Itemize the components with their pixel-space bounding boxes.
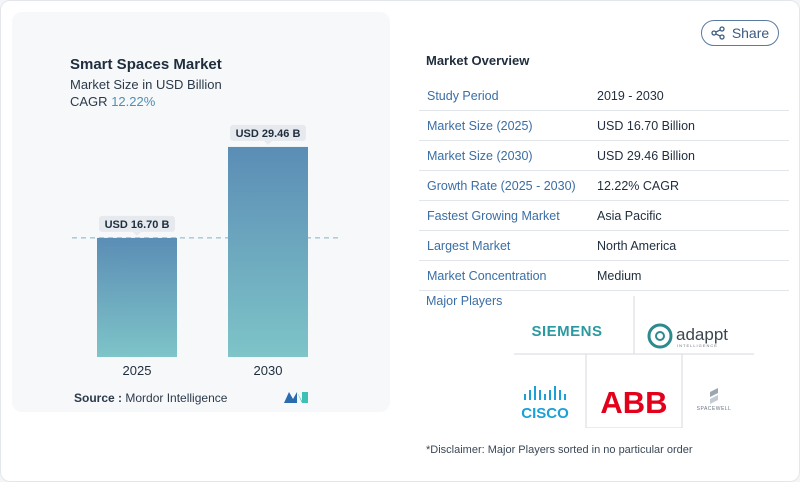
data-label-bg [230, 124, 306, 141]
cisco-logo-text: CISCO [521, 405, 569, 422]
cagr-value: 12.22% [111, 94, 156, 109]
source-line: Source : Mordor Intelligence [74, 391, 227, 405]
overview-label: Market Concentration [427, 268, 547, 283]
source-label: Source : [74, 391, 123, 405]
overview-value: 2019 - 2030 [597, 88, 664, 103]
data-label-pointer [264, 140, 272, 145]
overview-row: Market Size (2025) USD 16.70 Billion [419, 111, 789, 141]
overview-row: Study Period 2019 - 2030 [419, 81, 789, 111]
overview-label: Market Size (2030) [427, 148, 533, 163]
share-icon [711, 26, 725, 40]
overview-value: Asia Pacific [597, 208, 662, 223]
major-players-grid: SIEMENS adappt INTELLIGENCE CISCO ABB SP… [514, 296, 754, 428]
mordor-logo-icon [284, 392, 308, 403]
x-tick-label: 2025 [123, 363, 152, 378]
source-text: Mordor Intelligence [125, 391, 228, 405]
overview-label: Largest Market [427, 238, 511, 253]
overview-row: Growth Rate (2025 - 2030) 12.22% CAGR [419, 171, 789, 201]
bar-2025 [97, 237, 177, 357]
overview-row: Fastest Growing Market Asia Pacific [419, 201, 789, 231]
overview-label: Market Size (2025) [427, 118, 533, 133]
overview-row: Market Concentration Medium [419, 261, 789, 291]
overview-value: Medium [597, 268, 642, 283]
x-tick-label: 2030 [254, 363, 283, 378]
spacewell-logo-text: SPACEWELL [697, 406, 732, 412]
data-label-pointer [133, 231, 141, 236]
major-players-label: Major Players [426, 294, 503, 308]
data-label-bg [99, 215, 175, 232]
spacewell-logo: SPACEWELL [697, 388, 732, 412]
abb-logo: ABB [600, 385, 667, 420]
bar-2030 [228, 146, 308, 357]
data-label: USD 29.46 B [236, 128, 301, 140]
adappt-logo: adappt INTELLIGENCE [647, 323, 728, 349]
disclaimer: *Disclaimer: Major Players sorted in no … [426, 444, 693, 456]
overview-table: Study Period 2019 - 2030 Market Size (20… [419, 81, 789, 291]
overview-label: Growth Rate (2025 - 2030) [427, 178, 576, 193]
cagr-label: CAGR [70, 94, 108, 109]
siemens-logo: SIEMENS [531, 323, 602, 340]
chart-card [12, 12, 390, 412]
overview-label: Fastest Growing Market [427, 208, 560, 223]
overview-row: Largest Market North America [419, 231, 789, 261]
adappt-logo-text: adappt [676, 325, 728, 344]
overview-title: Market Overview [426, 53, 530, 68]
data-label: USD 16.70 B [105, 219, 170, 231]
share-button[interactable]: Share [701, 20, 779, 46]
overview-value: USD 16.70 Billion [597, 118, 695, 133]
chart-title: Smart Spaces Market [70, 56, 222, 73]
adappt-logo-subtext: INTELLIGENCE [677, 343, 718, 348]
overview-row: Market Size (2030) USD 29.46 Billion [419, 141, 789, 171]
chart-subtitle: Market Size in USD Billion [70, 77, 222, 92]
share-label: Share [731, 25, 770, 41]
bar-chart: USD 16.70 B 2025 USD 29.46 B 2030 [72, 124, 338, 378]
cagr-line: CAGR 12.22% [70, 94, 155, 109]
cisco-logo: CISCO [521, 386, 569, 422]
overview-label: Study Period [427, 88, 499, 103]
overview-value: North America [597, 238, 677, 253]
overview-value: 12.22% CAGR [597, 178, 679, 193]
overview-value: USD 29.46 Billion [597, 148, 695, 163]
